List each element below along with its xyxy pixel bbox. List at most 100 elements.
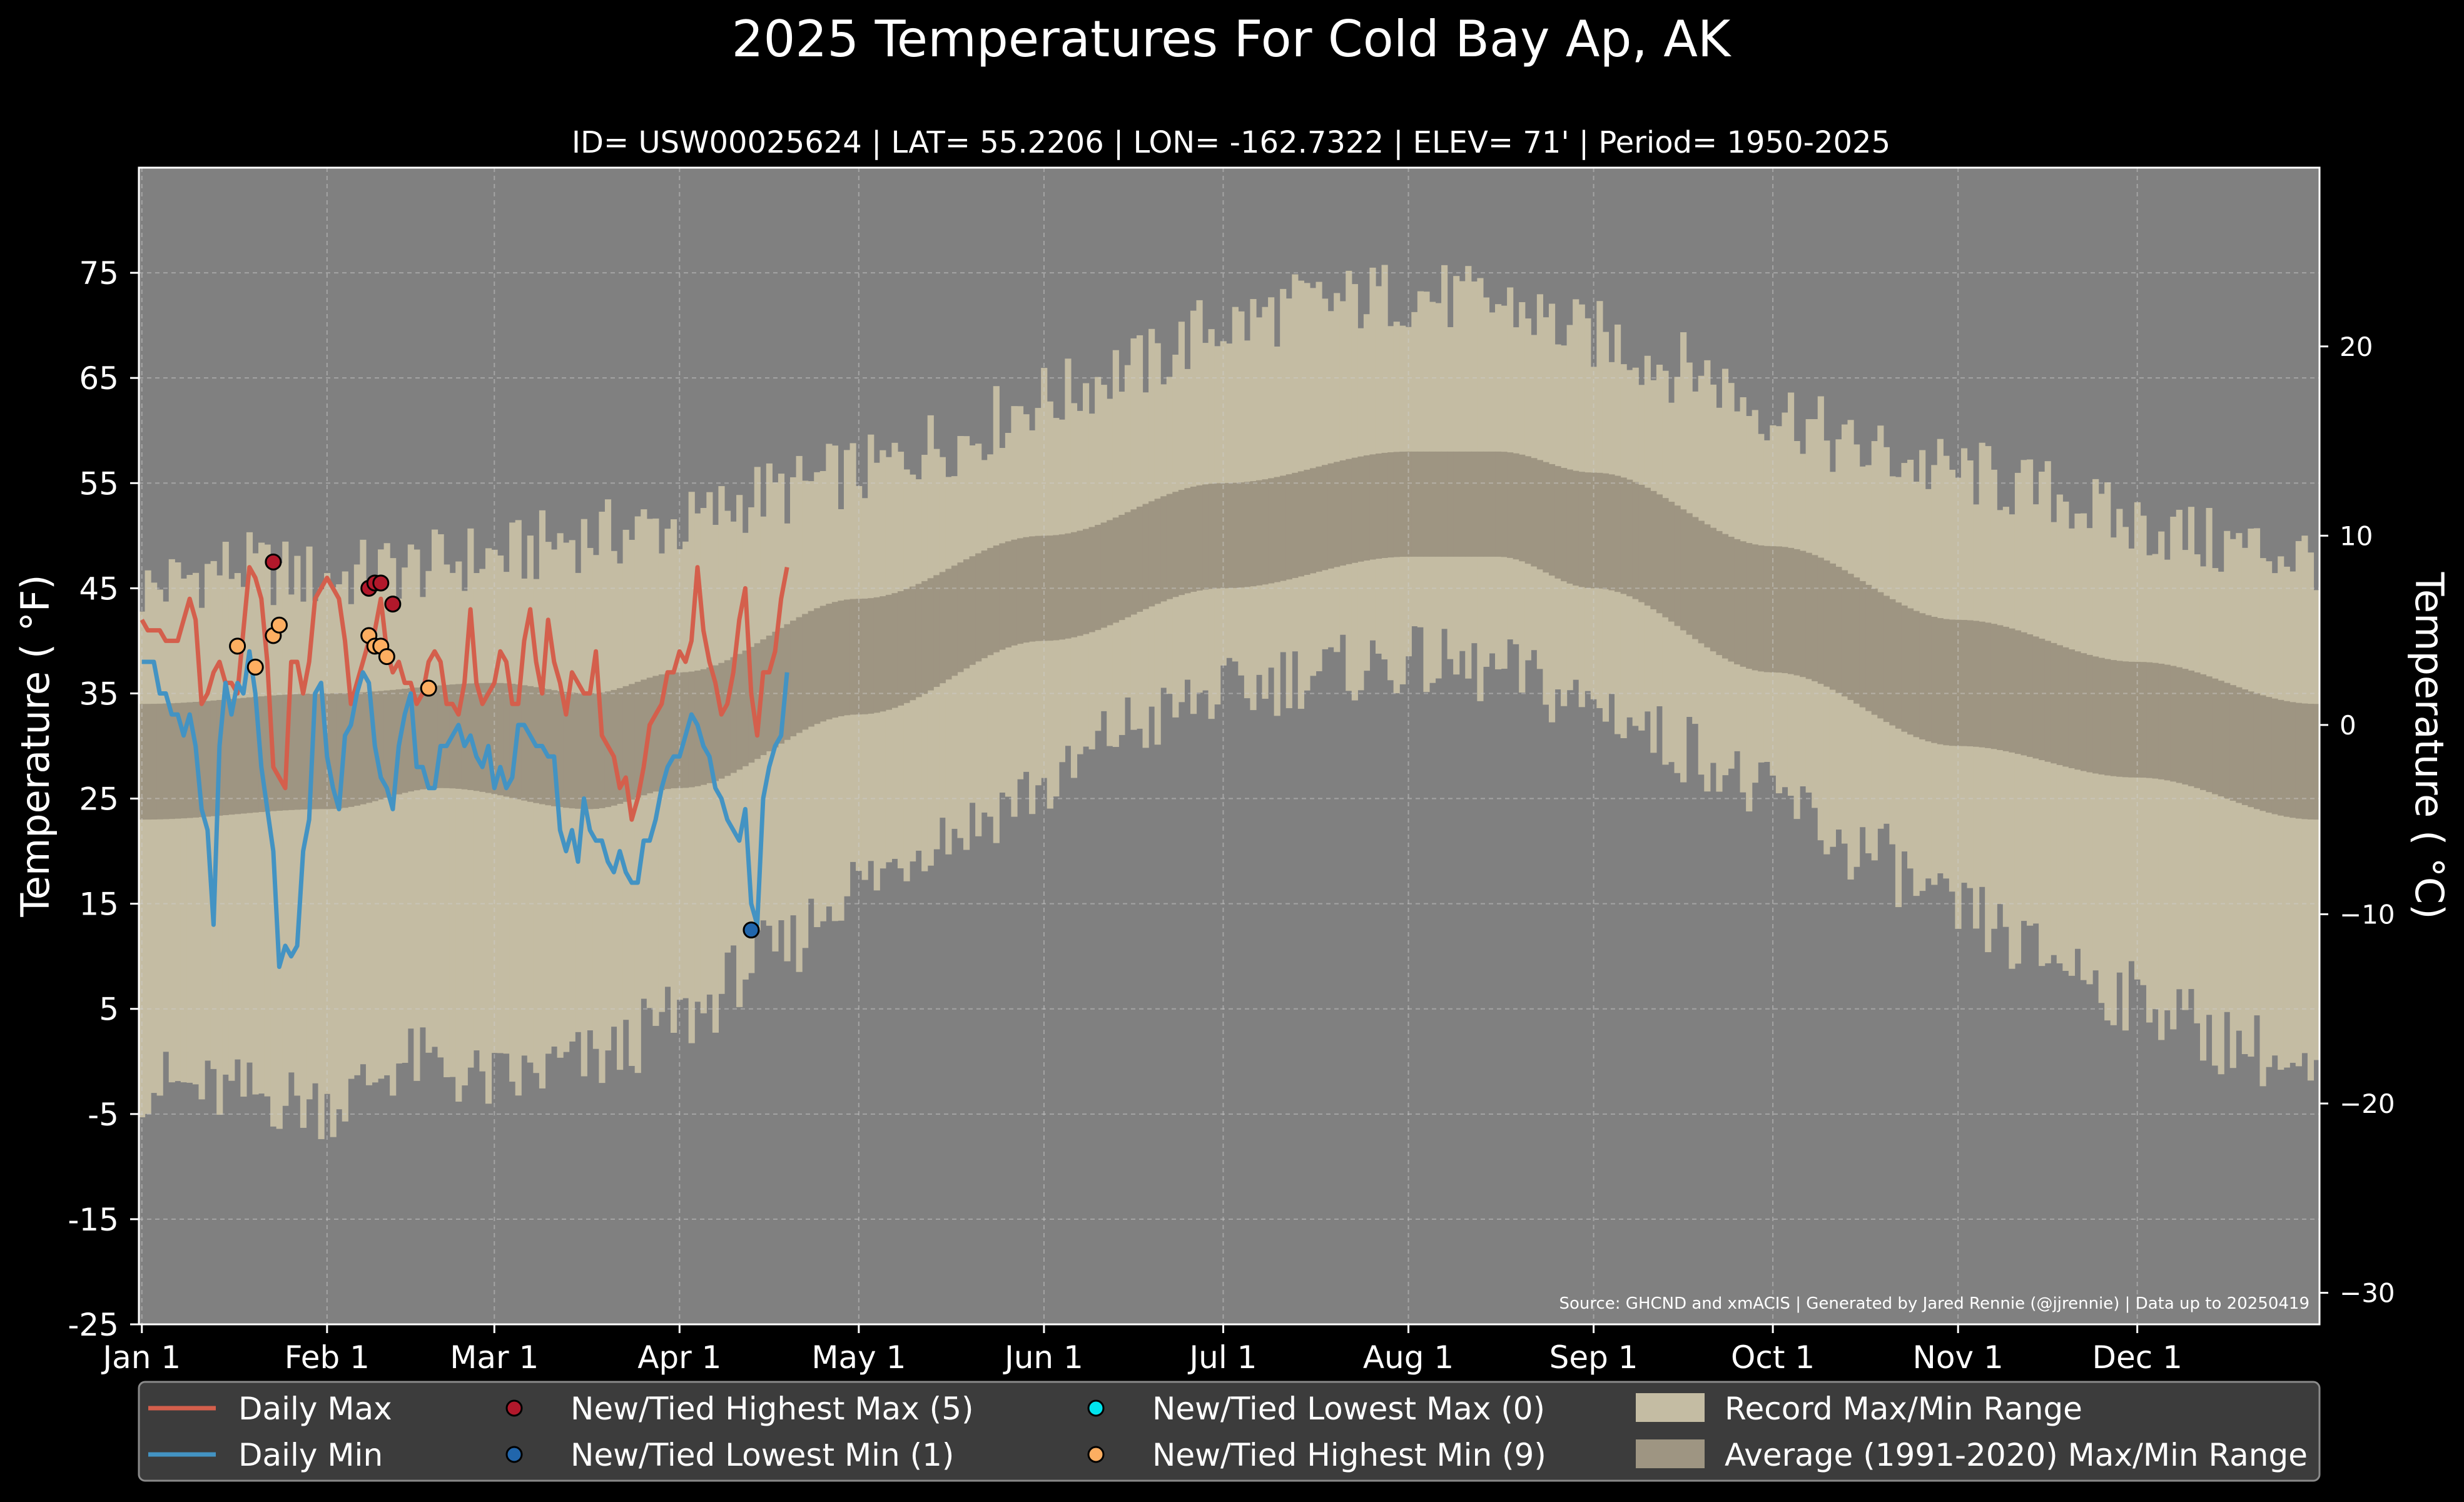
average-range-bar [2229, 685, 2236, 801]
y-tick-label-left: 15 [79, 886, 119, 923]
record-range-bar [2164, 559, 2171, 1011]
average-range-bar [1035, 535, 1042, 641]
average-range-bar [915, 584, 922, 698]
average-range-bar [1459, 451, 1466, 557]
average-range-bar [772, 631, 779, 748]
average-range-bar [927, 578, 934, 691]
average-range-bar [545, 689, 552, 806]
average-range-bar [611, 689, 617, 806]
average-range-bar [1017, 538, 1024, 644]
average-range-bar [276, 695, 283, 811]
average-range-bar [1889, 599, 1896, 726]
average-range-bar [1405, 451, 1412, 557]
average-range-bar [981, 551, 988, 659]
axes: 75 65 55 45 35 25 15 5 -5 -15 -25 20 10 0 −10 −20 −30 Jan… [68, 166, 2395, 1376]
average-range-bar [1244, 482, 1251, 587]
average-range-bar [2002, 626, 2009, 751]
record-range-bar [395, 599, 402, 1064]
lowest-min-marker [743, 921, 760, 939]
record-range-bar [144, 570, 151, 1114]
record-range-bar [192, 572, 200, 1085]
average-range-bar [365, 691, 373, 803]
record-range-bar [479, 569, 486, 1072]
x-tick-label: Jun 1 [1003, 1339, 1083, 1376]
record-range-bar [365, 591, 373, 1085]
average-range-bar [168, 703, 175, 820]
average-range-bar [1363, 455, 1371, 561]
average-range-bar [2051, 642, 2057, 764]
x-tick-label: Mar 1 [450, 1339, 539, 1376]
average-range-bar [2086, 654, 2093, 773]
record-range-bar [402, 567, 408, 1063]
average-range-bar [1812, 555, 1818, 682]
legend-swatch-patch [1636, 1439, 1705, 1468]
record-range-bar [1292, 274, 1299, 652]
y-tick-label-left: 65 [79, 360, 119, 397]
average-range-bar [419, 687, 427, 789]
average-range-bar [617, 688, 624, 804]
average-range-bar [1531, 458, 1538, 567]
average-range-bar [2014, 630, 2022, 754]
average-range-bar [1088, 527, 1095, 632]
average-range-bar [139, 704, 146, 820]
average-range-bar [2068, 649, 2076, 768]
average-range-bar [1148, 501, 1155, 607]
record-range-bar [2283, 566, 2290, 1068]
average-range-bar [210, 700, 217, 816]
average-range-bar [156, 703, 163, 820]
average-range-bar [1955, 619, 1962, 746]
average-range-bar [1058, 534, 1065, 640]
average-range-bar [1339, 460, 1346, 566]
average-range-bar [246, 697, 253, 813]
highest-min-marker [420, 679, 437, 697]
average-range-bar [2164, 664, 2171, 781]
average-range-bar [1800, 551, 1807, 677]
average-range-bar [939, 572, 946, 684]
average-range-bar [318, 693, 325, 809]
record-range-bar [1369, 267, 1376, 641]
record-range-bar [491, 549, 498, 1053]
average-range-bar [1925, 615, 1932, 742]
average-range-bar [1285, 474, 1292, 580]
record-range-bar [348, 604, 355, 1079]
record-range-bar [2229, 539, 2236, 1068]
legend-label: New/Tied Highest Min (9) [1152, 1437, 1546, 1473]
record-range-bar [234, 573, 241, 1060]
average-range-bar [634, 681, 641, 798]
average-range-bar [521, 685, 528, 801]
average-range-bar [205, 701, 211, 817]
record-range-bar [784, 523, 791, 962]
average-range-bar [1507, 452, 1514, 558]
average-range-bar [2188, 670, 2195, 786]
record-range-bar [180, 578, 187, 1083]
x-tick-label: Aug 1 [1363, 1339, 1454, 1376]
record-range-bar [282, 541, 289, 1106]
average-range-bar [563, 691, 570, 808]
average-range-bar [760, 639, 767, 756]
average-range-bar [1578, 472, 1585, 587]
average-range-bar [1960, 619, 1968, 746]
average-range-bar [1985, 622, 1992, 748]
average-range-bar [676, 672, 683, 788]
record-range-bar [198, 607, 205, 1100]
record-range-bar [503, 572, 510, 1054]
average-range-bar [2039, 638, 2046, 761]
average-range-bar [736, 654, 743, 770]
average-range-bar [599, 693, 606, 808]
average-range-bar [390, 689, 397, 796]
record-range-bar [2271, 573, 2278, 1056]
average-range-bar [622, 686, 629, 802]
average-range-bar [1519, 454, 1526, 562]
average-range-bar [1136, 506, 1143, 612]
record-range-bar [378, 549, 385, 1079]
legend-label: Record Max/Min Range [1725, 1391, 2082, 1427]
average-range-bar [2266, 697, 2273, 813]
average-range-bar [1793, 549, 1800, 676]
average-range-bar [2146, 662, 2153, 778]
average-range-bar [1817, 557, 1824, 684]
average-range-bar [790, 621, 797, 736]
record-range-bar [228, 579, 235, 1081]
average-range-bar [2027, 634, 2034, 757]
average-range-bar [1453, 451, 1460, 557]
